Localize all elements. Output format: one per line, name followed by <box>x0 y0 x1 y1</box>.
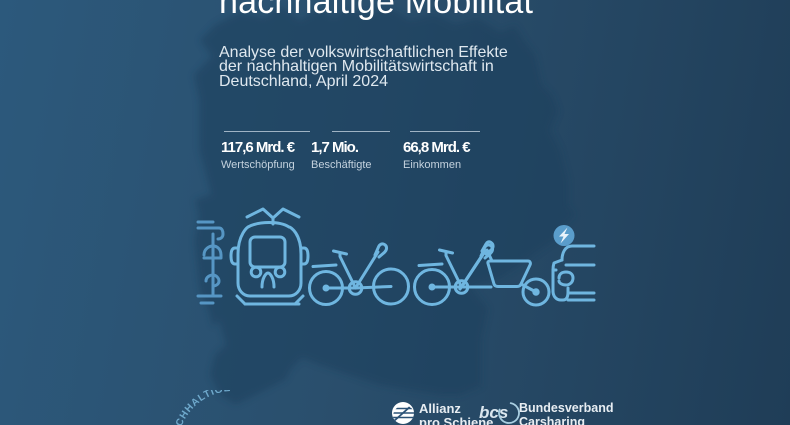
svg-text:NACHHALTIGE: NACHHALTIGE <box>172 390 232 425</box>
